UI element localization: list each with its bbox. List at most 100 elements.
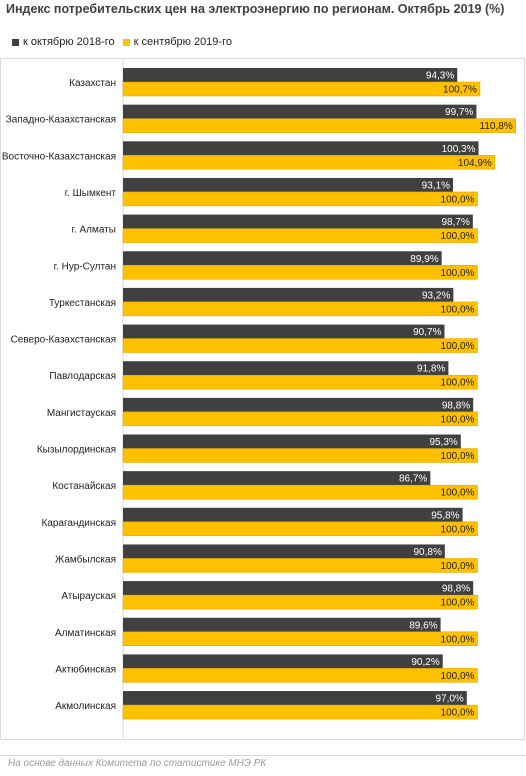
data-label-series-2: 100,0% (441, 524, 475, 535)
bar-series-2 (122, 265, 478, 280)
bar-series-1 (123, 361, 449, 376)
data-label-series-2: 100,0% (441, 671, 475, 682)
bar-series-1 (123, 654, 443, 669)
category-label: Акмолинская (55, 701, 116, 712)
bar-series-1 (123, 287, 454, 302)
footer-divider (0, 755, 526, 756)
bar-series-2 (122, 484, 478, 500)
data-label-series-2: 100,0% (441, 378, 475, 389)
data-label-series-1: 95,3% (429, 437, 457, 448)
category-label: Костанайская (52, 481, 116, 492)
category-label: Мангистауская (47, 408, 116, 419)
bar-series-1 (123, 104, 477, 119)
data-label-series-1: 100,3% (442, 144, 476, 155)
bar-series-2 (122, 81, 481, 97)
data-label-series-2: 100,0% (441, 414, 475, 425)
category-label: Туркестанская (49, 298, 116, 309)
data-label-series-1: 99,7% (445, 107, 473, 118)
data-label-series-1: 90,7% (413, 327, 441, 338)
data-label-series-1: 93,1% (422, 180, 450, 191)
category-label: Актюбинская (55, 663, 116, 675)
bar-series-1 (123, 251, 442, 266)
category-label: г. Нур-Султан (54, 261, 116, 272)
bar-series-1 (123, 544, 445, 559)
data-label-series-2: 100,0% (441, 451, 475, 462)
bar-series-2 (122, 448, 478, 463)
legend-swatch-series-2 (122, 38, 130, 46)
category-label: Алматинская (55, 628, 116, 639)
bar-series-2 (122, 668, 478, 683)
legend: к октябрю 2018-го к сентябрю 2019-го (8, 36, 232, 48)
data-label-series-2: 100,0% (441, 634, 475, 645)
data-label-series-2: 100,0% (441, 231, 475, 242)
data-label-series-1: 95,8% (431, 510, 459, 521)
chart-title: Индекс потребительских цен на электроэне… (6, 2, 505, 16)
data-label-series-2: 100,0% (441, 194, 475, 205)
bar-series-2 (122, 521, 478, 537)
bar-series-2 (122, 411, 478, 427)
data-label-series-1: 86,7% (399, 474, 427, 485)
category-label: Казахстан (69, 78, 116, 89)
bar-series-1 (123, 141, 479, 156)
legend-label-series-2: к сентябрю 2019-го (133, 36, 232, 48)
bar-series-1 (123, 324, 445, 339)
bar-series-1 (123, 177, 454, 192)
bar-series-2 (122, 228, 478, 243)
category-label: Восточно-Казахстанская (2, 151, 116, 162)
category-label: г. Шымкент (65, 188, 117, 199)
data-label-series-2: 100,7% (443, 85, 477, 96)
data-label-series-1: 89,6% (409, 620, 437, 631)
legend-swatch-series-1 (12, 38, 19, 46)
bar-series-1 (123, 471, 431, 486)
bar-series-2 (122, 155, 496, 170)
data-label-series-2: 100,0% (441, 561, 475, 572)
bar-series-2 (122, 191, 478, 207)
legend-label-series-1: к октябрю 2018-го (23, 36, 115, 48)
bar-series-2 (122, 704, 478, 720)
bar-series-2 (122, 594, 478, 610)
data-label-series-1: 98,8% (442, 584, 470, 595)
data-label-series-1: 98,8% (442, 400, 470, 411)
data-label-series-2: 100,0% (441, 488, 475, 499)
bar-series-1 (123, 691, 467, 706)
category-label: Жамбылская (55, 553, 116, 565)
bar-series-2 (122, 118, 516, 133)
bar-series-2 (122, 301, 478, 317)
bar-series-1 (123, 214, 473, 229)
data-label-series-1: 90,2% (411, 657, 439, 668)
bar-series-2 (122, 374, 478, 390)
source-note: На основе данных Комитета по статистике … (8, 758, 267, 769)
bar-series-1 (123, 507, 463, 522)
data-label-series-1: 98,7% (441, 217, 469, 228)
category-label: Павлодарская (49, 371, 116, 382)
data-label-series-1: 97,0% (435, 694, 463, 705)
category-label: Карагандинская (41, 518, 116, 529)
data-label-series-2: 100,0% (441, 268, 475, 279)
bar-series-2 (122, 338, 478, 353)
data-label-series-2: 100,0% (441, 708, 475, 719)
data-label-series-1: 90,8% (413, 547, 441, 558)
data-label-series-1: 89,9% (410, 254, 438, 265)
data-label-series-1: 91,8% (417, 364, 445, 375)
data-label-series-2: 104,9% (458, 158, 492, 169)
data-label-series-2: 110,8% (480, 121, 513, 132)
data-label-series-2: 100,0% (441, 341, 475, 352)
data-label-series-2: 100,0% (441, 304, 475, 315)
category-label: Атырауская (61, 591, 116, 602)
data-label-series-2: 100,0% (441, 598, 475, 609)
plot-border (0, 58, 525, 740)
bar-series-1 (123, 617, 441, 632)
data-label-series-1: 94,3% (426, 71, 454, 82)
bar-series-1 (123, 397, 474, 412)
bar-series-1 (123, 434, 461, 449)
bar-series-2 (122, 631, 478, 646)
category-label: Северо-Казахстанская (11, 335, 116, 346)
bar-series-1 (123, 581, 474, 596)
category-label: Кызылординская (37, 445, 116, 456)
category-label: г. Алматы (72, 225, 116, 236)
bar-series-2 (122, 558, 478, 573)
data-label-series-1: 93,2% (422, 290, 450, 301)
bar-series-1 (123, 68, 458, 82)
category-label: Западно-Казахстанская (6, 115, 116, 126)
